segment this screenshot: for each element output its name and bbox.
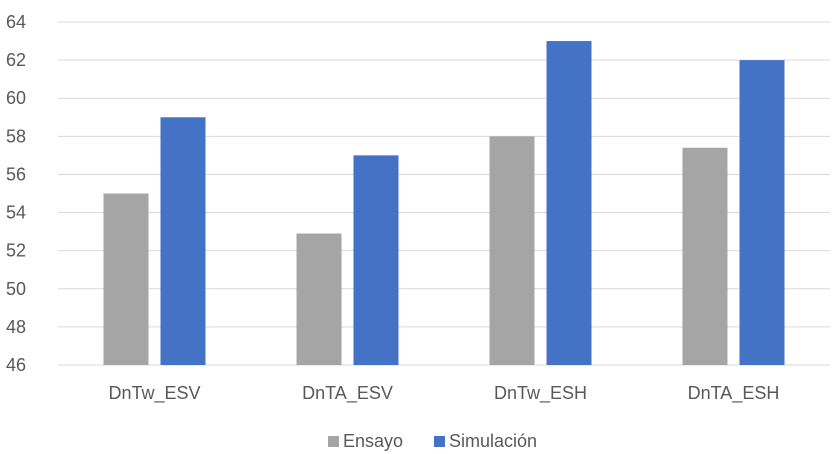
legend-swatch [434, 436, 445, 447]
x-axis-category-labels: DnTw_ESV DnTA_ESV DnTw_ESH DnTA_ESH [108, 383, 779, 404]
y-tick-label: 58 [6, 126, 26, 146]
bar-simulaci-n-dnta_esh [739, 60, 785, 365]
bar-ensayo-dntw_esh [489, 136, 535, 365]
x-category-label: DnTw_ESH [494, 383, 587, 404]
bar-ensayo-dnta_esv [296, 233, 342, 365]
legend: Ensayo Simulación [328, 431, 537, 451]
x-category-label: DnTA_ESV [302, 383, 393, 404]
bars [103, 41, 785, 366]
x-category-label: DnTA_ESH [688, 383, 780, 404]
y-axis-tick-labels: 46 48 50 52 54 56 58 60 62 64 [6, 12, 26, 375]
y-tick-label: 60 [6, 88, 26, 108]
y-tick-label: 54 [6, 203, 26, 223]
bar-simulaci-n-dntw_esv [160, 117, 206, 366]
legend-label: Ensayo [343, 431, 403, 451]
bar-simulaci-n-dntw_esh [546, 41, 592, 366]
x-category-label: DnTw_ESV [108, 383, 200, 404]
y-tick-label: 46 [6, 355, 26, 375]
bar-simulaci-n-dnta_esv [353, 155, 399, 365]
legend-label: Simulación [449, 431, 537, 451]
legend-swatch [328, 436, 339, 447]
y-tick-label: 52 [6, 241, 26, 261]
y-tick-label: 56 [6, 164, 26, 184]
bar-ensayo-dnta_esh [682, 147, 728, 365]
y-tick-label: 62 [6, 50, 26, 70]
bar-ensayo-dntw_esv [103, 193, 149, 365]
y-tick-label: 64 [6, 12, 26, 32]
y-tick-label: 48 [6, 317, 26, 337]
y-tick-label: 50 [6, 279, 26, 299]
